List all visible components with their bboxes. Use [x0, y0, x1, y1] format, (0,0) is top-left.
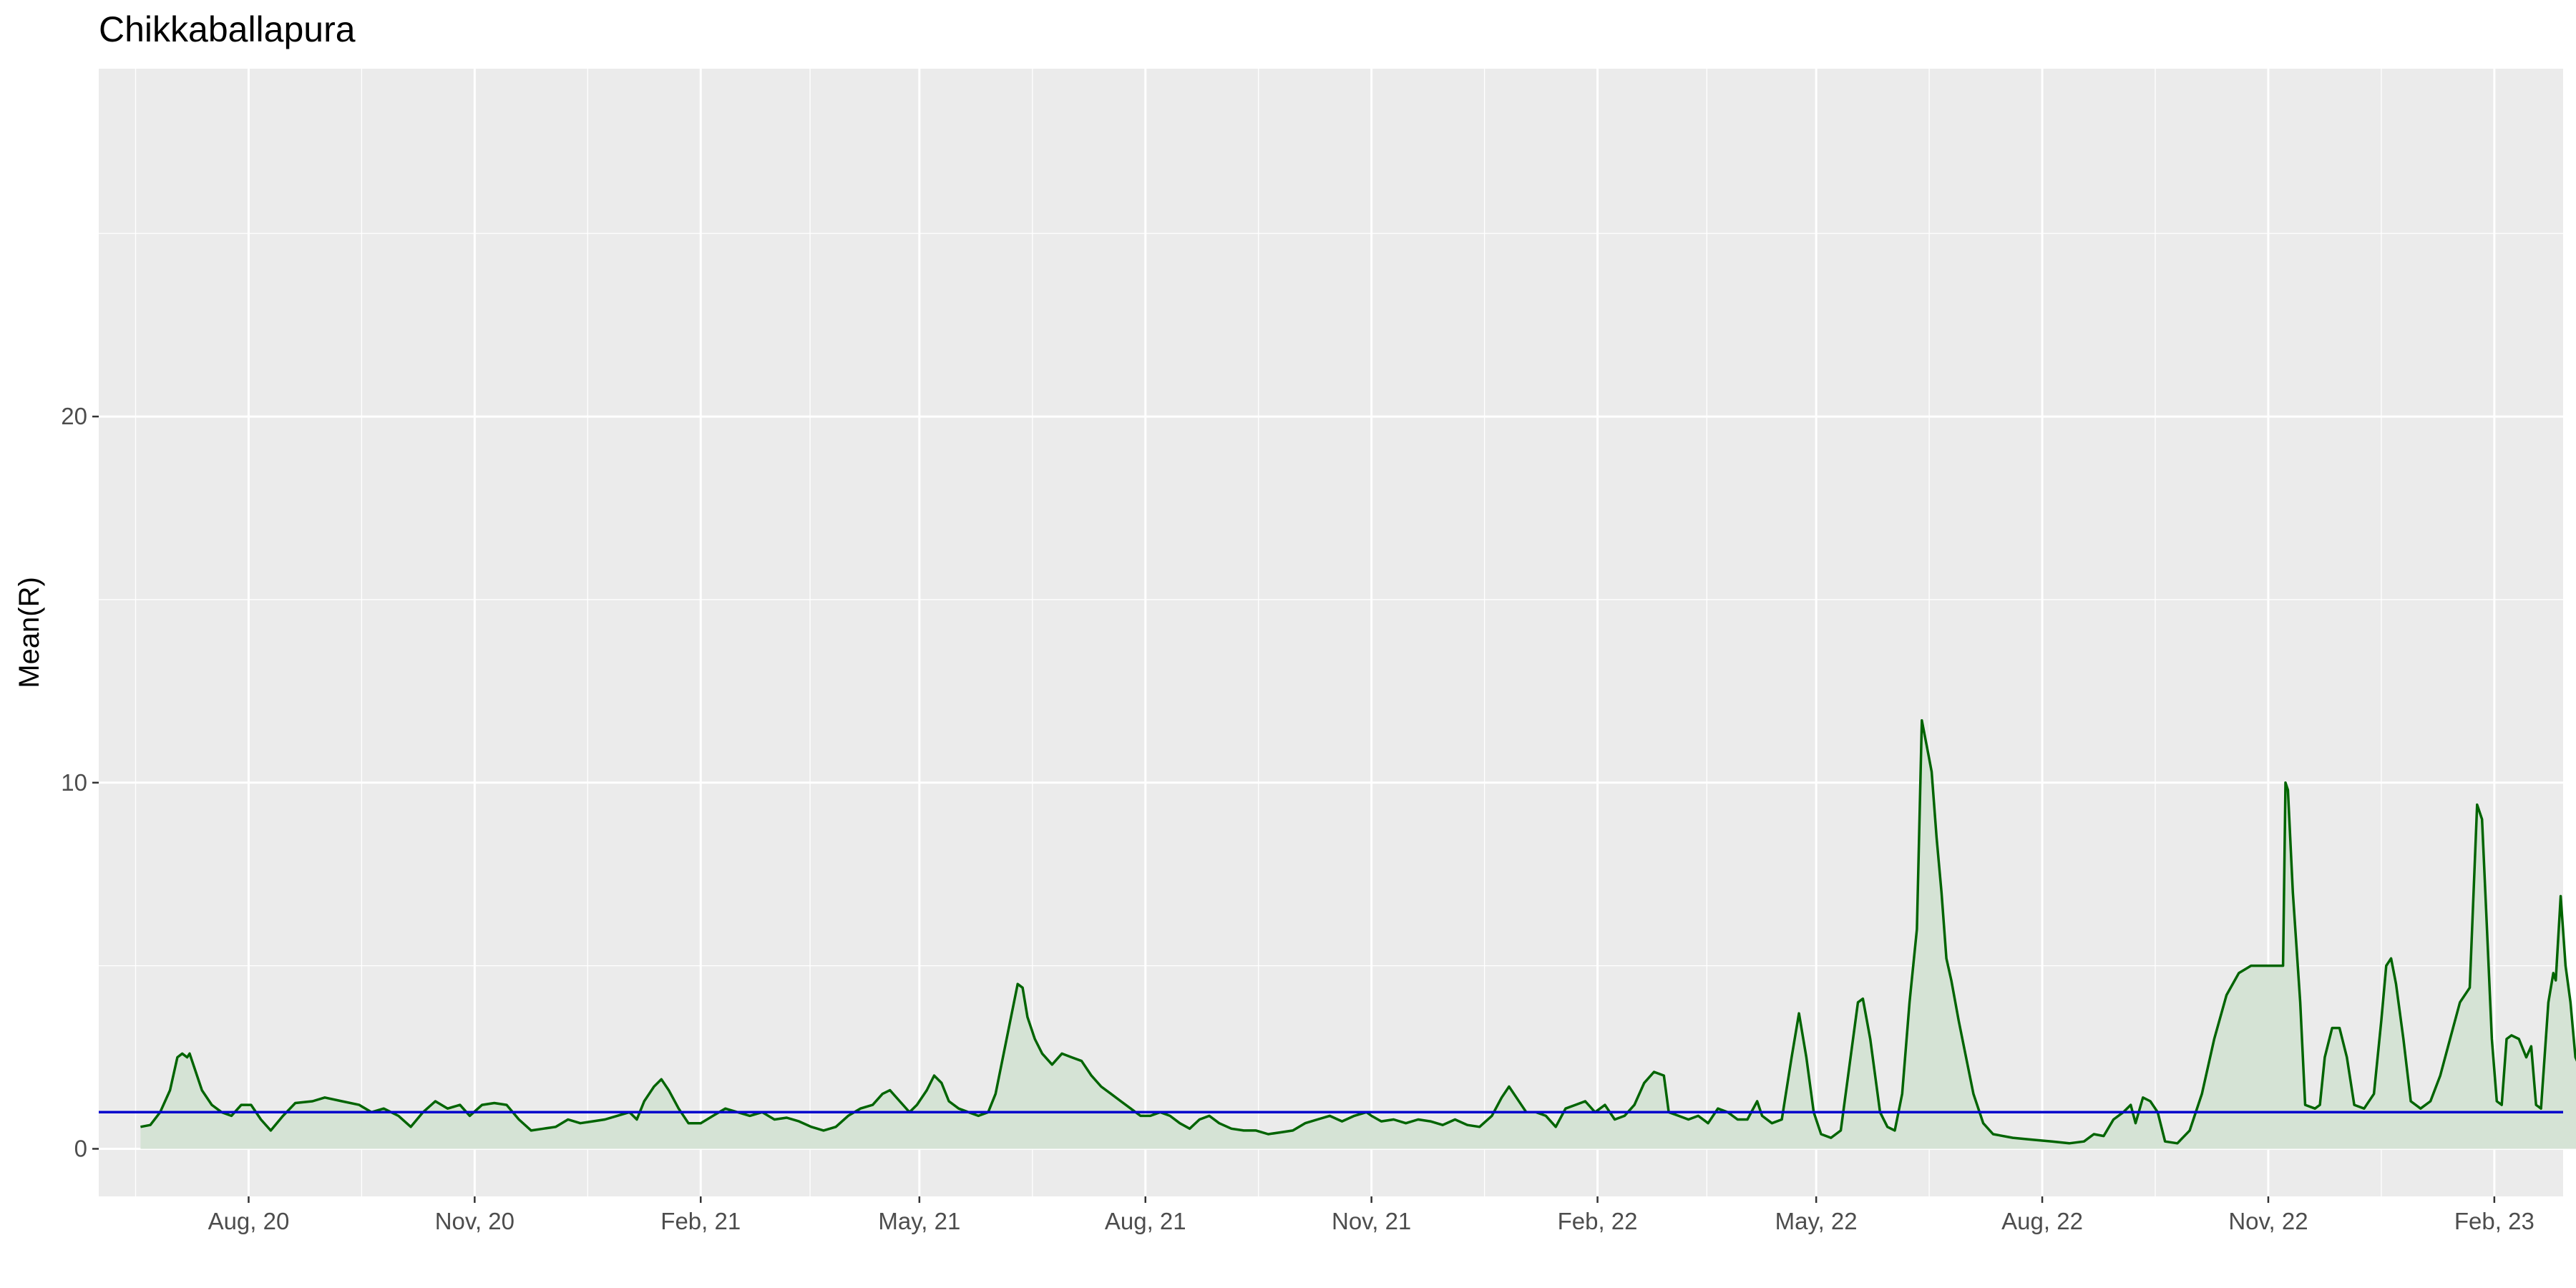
- grid: [99, 69, 2563, 1196]
- x-tick-label: Nov, 22: [2228, 1208, 2308, 1234]
- y-tick-label: 20: [61, 403, 87, 429]
- y-tick-label: 10: [61, 769, 87, 796]
- y-tick-label: 0: [74, 1135, 87, 1161]
- plot-panel: [99, 69, 2563, 1196]
- chart-title: Chikkaballapura: [99, 9, 356, 49]
- y-axis-title: Mean(R): [14, 577, 45, 688]
- x-axis: Aug, 20 Nov, 20 Feb, 21 May, 21 Aug, 21 Nov, …: [208, 1196, 2534, 1234]
- x-tick-label: Nov, 20: [435, 1208, 514, 1234]
- y-axis: 0 10 20: [61, 403, 99, 1161]
- x-tick-label: May, 21: [878, 1208, 960, 1234]
- x-tick-label: Aug, 20: [208, 1208, 290, 1234]
- x-tick-label: Aug, 22: [2001, 1208, 2083, 1234]
- x-tick-label: Nov, 21: [1332, 1208, 1411, 1234]
- series-layer: [99, 719, 2576, 1149]
- x-tick-label: Feb, 23: [2454, 1208, 2534, 1234]
- x-tick-label: May, 22: [1775, 1208, 1858, 1234]
- x-tick-label: Aug, 21: [1105, 1208, 1186, 1234]
- x-tick-label: Feb, 21: [660, 1208, 741, 1234]
- x-tick-label: Feb, 22: [1558, 1208, 1638, 1234]
- series-area: [140, 720, 2576, 1149]
